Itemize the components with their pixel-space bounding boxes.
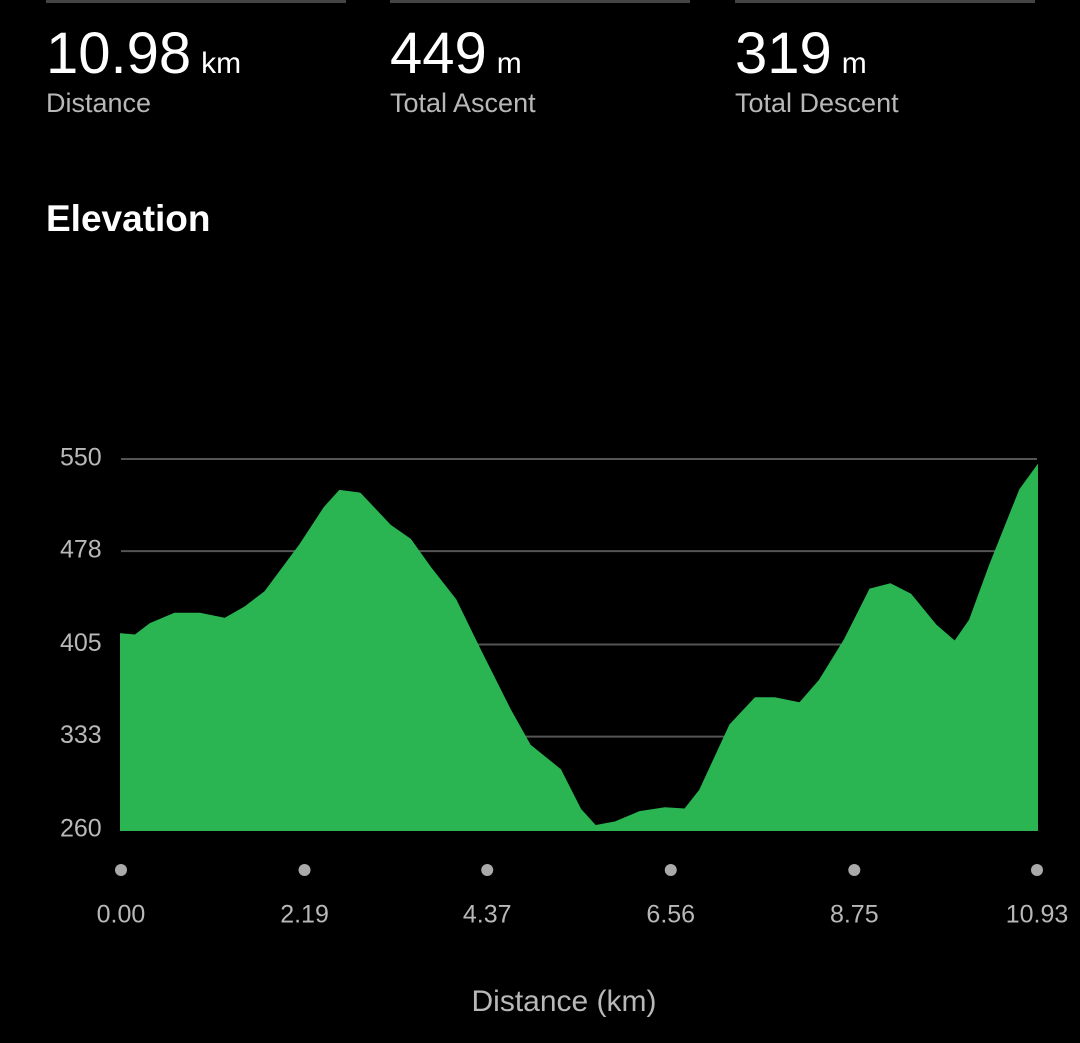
x-tick-dot (298, 864, 311, 876)
elevation-area (120, 463, 1038, 831)
x-tick-dot (1031, 864, 1043, 876)
value: 10.98 (46, 21, 192, 86)
divider (46, 0, 346, 3)
divider (390, 0, 690, 3)
x-tick-label: 4.37 (463, 901, 512, 929)
chart-title: Elevation (46, 198, 211, 239)
stat-label: Total Ascent (390, 88, 536, 118)
stat: 319 m Total Descent (735, 0, 1035, 118)
x-tick-label: 10.93 (1006, 901, 1069, 929)
x-tick-dot (664, 864, 677, 876)
stat-label: Distance (46, 88, 152, 118)
unit: km (201, 47, 242, 80)
unit: m (496, 47, 522, 80)
stat-label: Total Descent (735, 88, 899, 118)
value: 449 (390, 21, 487, 86)
stat-value: 319 m (735, 20, 867, 87)
stat-value: 10.98 km (46, 20, 241, 87)
x-tick-dot (848, 864, 861, 876)
x-tick-dot (115, 864, 127, 876)
x-axis-title: Distance (km) (471, 985, 656, 1018)
x-tick-label: 6.56 (646, 901, 695, 929)
y-tick-label: 260 (60, 815, 102, 843)
y-tick-label: 550 (60, 444, 102, 472)
divider (735, 0, 1035, 3)
x-tick-label: 2.19 (280, 901, 329, 929)
x-tick-label: 8.75 (830, 901, 879, 929)
unit: m (841, 47, 867, 80)
x-tick-label: 0.00 (97, 901, 146, 929)
stat: 449 m Total Ascent (390, 0, 690, 118)
stat-value: 449 m (390, 20, 522, 87)
y-tick-label: 478 (60, 536, 102, 564)
y-tick-label: 333 (60, 721, 102, 749)
value: 319 (735, 21, 832, 86)
x-tick-dot (481, 864, 494, 876)
stat: 10.98 km Distance (46, 0, 346, 118)
y-tick-label: 405 (60, 629, 102, 657)
